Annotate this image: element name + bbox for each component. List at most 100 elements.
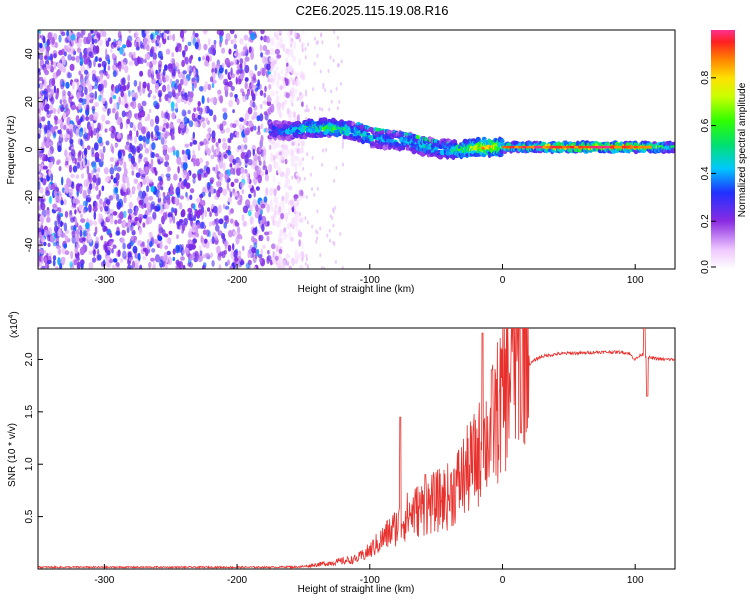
noise-cell <box>176 98 182 104</box>
noise-cell <box>151 151 155 159</box>
noise-cell <box>158 259 164 268</box>
noise-cell <box>39 103 44 111</box>
noise-cell <box>116 180 119 187</box>
noise-cell <box>259 113 264 122</box>
noise-cell <box>143 37 148 46</box>
noise-cell <box>239 88 244 93</box>
noise-cell <box>222 112 228 120</box>
noise-cell <box>265 187 269 197</box>
noise-cell <box>232 243 235 251</box>
noise-cell <box>333 30 336 34</box>
noise-cell <box>38 222 42 228</box>
noise-cell <box>116 166 122 172</box>
noise-cell <box>320 33 322 38</box>
noise-cell <box>237 255 242 263</box>
noise-cell <box>128 41 132 48</box>
noise-cell <box>162 192 166 197</box>
noise-cell <box>108 208 114 215</box>
noise-cell <box>336 35 339 40</box>
noise-cell <box>115 193 120 202</box>
noise-cell <box>92 108 95 114</box>
noise-cell <box>172 89 176 98</box>
noise-cell <box>190 54 193 60</box>
noise-cell <box>128 257 133 262</box>
noise-cell <box>56 140 62 150</box>
noise-cell <box>58 248 61 255</box>
noise-cell <box>281 102 284 111</box>
spectrogram-y-tick-label: 0 <box>24 146 35 152</box>
noise-cell <box>38 197 44 202</box>
snr-y-tick-label: 1.0 <box>24 457 35 471</box>
noise-cell <box>44 140 51 149</box>
noise-cell <box>130 155 135 165</box>
noise-cell <box>166 250 171 256</box>
noise-cell <box>342 141 345 146</box>
noise-cell <box>52 255 57 261</box>
noise-cell <box>79 165 84 171</box>
noise-cell <box>259 90 264 96</box>
noise-cell <box>158 223 162 231</box>
noise-cell <box>260 203 266 209</box>
noise-cell <box>144 53 150 60</box>
noise-cell <box>248 46 252 54</box>
noise-cell <box>50 234 54 244</box>
noise-cell <box>232 109 235 114</box>
noise-cell <box>177 91 181 97</box>
noise-cell <box>304 55 307 60</box>
noise-cell <box>211 236 215 245</box>
noise-cell <box>156 30 162 34</box>
noise-cell <box>285 92 290 99</box>
noise-cell <box>216 189 221 198</box>
noise-cell <box>55 195 60 203</box>
noise-cell <box>146 238 150 245</box>
noise-cell <box>203 43 208 51</box>
noise-cell <box>302 166 305 171</box>
noise-cell <box>184 94 189 102</box>
noise-cell <box>79 185 83 195</box>
noise-cell <box>228 229 233 238</box>
noise-cell <box>66 128 70 134</box>
noise-cell <box>182 70 187 75</box>
noise-cell <box>109 232 113 238</box>
noise-cell <box>294 214 300 220</box>
noise-cell <box>229 265 233 269</box>
noise-cell <box>120 78 125 85</box>
noise-cell <box>127 74 131 82</box>
noise-cell <box>41 255 44 264</box>
noise-cell <box>165 48 171 55</box>
noise-cell <box>223 221 227 229</box>
noise-cell <box>313 61 316 66</box>
noise-cell <box>243 34 249 41</box>
noise-cell <box>181 149 185 155</box>
noise-cell <box>87 172 92 181</box>
noise-cell <box>270 90 275 97</box>
noise-cell <box>300 146 304 154</box>
noise-cell <box>176 156 182 165</box>
noise-cell <box>41 116 46 122</box>
noise-cell <box>68 95 72 104</box>
noise-cell <box>71 230 76 238</box>
noise-cell <box>135 172 141 178</box>
noise-cell <box>299 218 303 223</box>
noise-cell <box>92 182 95 190</box>
noise-cell <box>104 100 108 109</box>
noise-cell <box>95 173 99 179</box>
noise-cell <box>70 217 75 223</box>
noise-cell <box>160 55 164 61</box>
noise-cell <box>150 118 154 128</box>
noise-cell <box>131 170 135 176</box>
noise-cell <box>184 44 188 52</box>
noise-cell <box>312 87 314 92</box>
noise-cell <box>126 226 130 234</box>
noise-cell <box>132 245 138 254</box>
noise-cell <box>247 176 250 184</box>
noise-cell <box>265 36 271 44</box>
noise-cell <box>137 122 143 131</box>
noise-cell <box>104 128 108 133</box>
noise-cell <box>182 162 188 170</box>
noise-cell <box>250 78 254 87</box>
noise-cell <box>69 138 74 145</box>
noise-cell <box>174 83 179 90</box>
noise-cell <box>316 40 319 45</box>
noise-cell <box>285 56 288 65</box>
